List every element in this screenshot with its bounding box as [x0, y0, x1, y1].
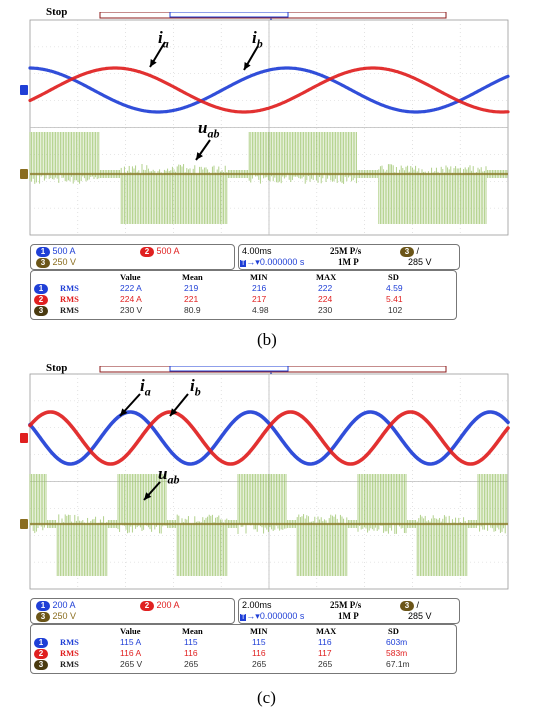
- col-sd: SD: [388, 272, 399, 282]
- ch3-scale: 3 250 V: [36, 611, 76, 622]
- col-min: MIN: [250, 272, 267, 282]
- row-2-sd: 583m: [386, 648, 407, 658]
- row-2-value: 224 A: [120, 294, 142, 304]
- trigger-channel: 3 /: [400, 246, 419, 257]
- timebase: 4.00ms: [242, 246, 272, 256]
- row-1-mean: 219: [184, 283, 198, 293]
- row-2-value: 116 A: [120, 648, 141, 658]
- row-3-max: 230: [318, 305, 332, 315]
- row-1-value: 222 A: [120, 283, 142, 293]
- ch2-scale: 2 500 A: [140, 246, 180, 257]
- panel-c: Stop ia ib uab 1 200 A 2 200 A 3 250 V 2…: [0, 354, 539, 708]
- label-ib: ib: [190, 376, 201, 399]
- row-1-sd: 4.59: [386, 283, 403, 293]
- trigger-level: 285 V: [408, 257, 432, 267]
- ch2-scale: 2 200 A: [140, 600, 180, 611]
- row-2-chip: 2: [34, 294, 48, 305]
- record-length: 1M P: [338, 611, 359, 621]
- col-sd: SD: [388, 626, 399, 636]
- col-max: MAX: [316, 272, 336, 282]
- panel-b: Stop ia ib uab 1 500 A 2 500 A 3 250 V 4…: [0, 0, 539, 350]
- caption-c: (c): [257, 688, 276, 708]
- sample-rate: 25M P/s: [330, 600, 361, 610]
- row-3-sd: 102: [388, 305, 402, 315]
- row-2-min: 116: [252, 648, 266, 658]
- row-2-type: RMS: [60, 294, 79, 304]
- col-mean: Mean: [182, 626, 203, 636]
- trigger-level: 285 V: [408, 611, 432, 621]
- caption-b: (b): [257, 330, 277, 350]
- waveform-plot: [20, 12, 518, 242]
- label-ia: ia: [158, 28, 169, 51]
- channel-marker-3: [20, 169, 28, 179]
- col-value: Value: [120, 626, 140, 636]
- ch1-scale: 1 500 A: [36, 246, 76, 257]
- row-3-mean: 265: [184, 659, 198, 669]
- ch1-scale: 1 200 A: [36, 600, 76, 611]
- row-1-chip: 1: [34, 637, 48, 648]
- trigger-channel: 3 /: [400, 600, 419, 611]
- label-ib: ib: [252, 28, 263, 51]
- measurement-table: Value Mean MIN MAX SD 1 RMS 115 A 115 11…: [30, 624, 455, 672]
- row-1-min: 216: [252, 283, 266, 293]
- timebase: 2.00ms: [242, 600, 272, 610]
- sample-rate: 25M P/s: [330, 246, 361, 256]
- row-2-chip: 2: [34, 648, 48, 659]
- row-3-value: 230 V: [120, 305, 142, 315]
- row-2-mean: 221: [184, 294, 198, 304]
- trigger-position: T→▾0.000000 s: [240, 611, 304, 622]
- row-1-max: 222: [318, 283, 332, 293]
- row-3-chip: 3: [34, 659, 48, 670]
- label-uab: uab: [198, 118, 219, 141]
- row-2-mean: 116: [184, 648, 198, 658]
- row-3-chip: 3: [34, 305, 48, 316]
- row-1-max: 116: [318, 637, 332, 647]
- col-value: Value: [120, 272, 140, 282]
- row-3-min: 265: [252, 659, 266, 669]
- row-2-sd: 5.41: [386, 294, 403, 304]
- row-3-type: RMS: [60, 659, 79, 669]
- ch3-scale: 3 250 V: [36, 257, 76, 268]
- row-2-min: 217: [252, 294, 266, 304]
- row-1-type: RMS: [60, 283, 79, 293]
- row-1-sd: 603m: [386, 637, 407, 647]
- record-length: 1M P: [338, 257, 359, 267]
- channel-marker-3: [20, 519, 28, 529]
- row-2-max: 224: [318, 294, 332, 304]
- row-1-value: 115 A: [120, 637, 141, 647]
- col-min: MIN: [250, 626, 267, 636]
- row-3-min: 4.98: [252, 305, 269, 315]
- row-3-type: RMS: [60, 305, 79, 315]
- waveform-plot: [20, 366, 518, 598]
- trigger-position: T→▾0.000000 s: [240, 257, 304, 268]
- row-3-max: 265: [318, 659, 332, 669]
- channel-marker-1: [20, 433, 28, 443]
- measurement-table: Value Mean MIN MAX SD 1 RMS 222 A 219 21…: [30, 270, 455, 318]
- label-ia: ia: [140, 376, 151, 399]
- row-2-max: 117: [318, 648, 332, 658]
- label-uab: uab: [158, 464, 179, 487]
- row-1-min: 115: [252, 637, 266, 647]
- row-3-value: 265 V: [120, 659, 142, 669]
- col-mean: Mean: [182, 272, 203, 282]
- channel-marker-1: [20, 85, 28, 95]
- row-3-sd: 67.1m: [386, 659, 410, 669]
- row-1-mean: 115: [184, 637, 198, 647]
- row-1-type: RMS: [60, 637, 79, 647]
- row-3-mean: 80.9: [184, 305, 201, 315]
- col-max: MAX: [316, 626, 336, 636]
- row-1-chip: 1: [34, 283, 48, 294]
- row-2-type: RMS: [60, 648, 79, 658]
